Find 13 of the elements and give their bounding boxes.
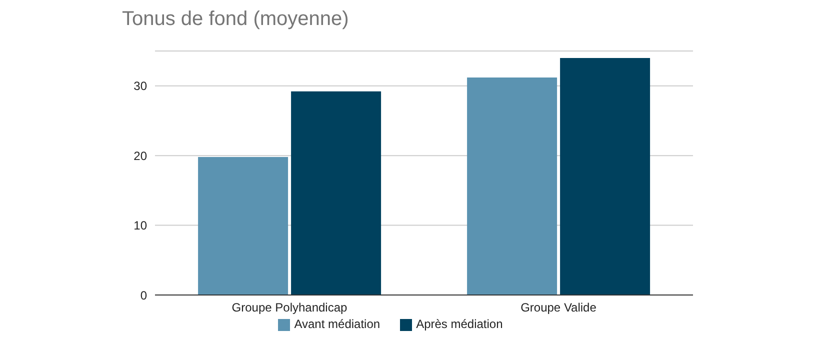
x-tick-label: Groupe Valide [520,300,597,315]
x-tick-label: Groupe Polyhandicap [232,300,348,315]
bar [560,58,650,295]
chart-title: Tonus de fond (moyenne) [122,8,349,31]
bar [198,156,288,295]
legend-label: Après médiation [416,317,503,331]
y-tick-label: 20 [134,148,148,163]
bar [467,77,558,295]
y-tick-label: 0 [140,288,148,302]
y-tick-label: 10 [134,218,148,233]
legend-label: Avant médiation [294,317,380,331]
y-tick-label: 30 [134,79,148,94]
bar [291,91,382,295]
